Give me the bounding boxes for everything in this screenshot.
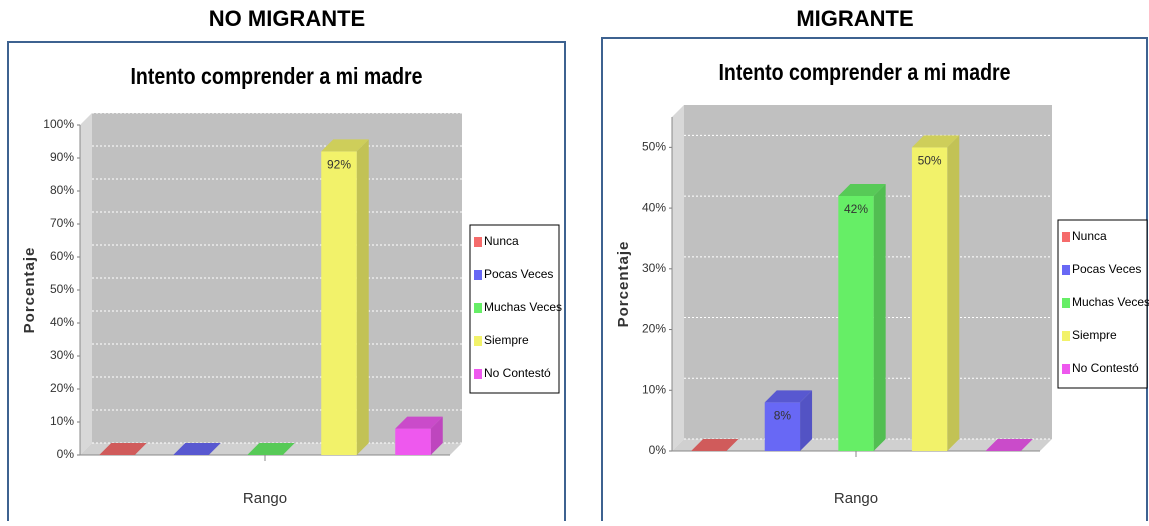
legend-label: Muchas Veces [484,300,562,314]
legend-swatch [474,303,482,313]
panel-header: MIGRANTE [796,6,913,31]
y-tick-label: 40% [50,315,74,329]
panel-header: NO MIGRANTE [209,6,365,31]
bar [764,402,801,451]
y-tick-label: 0% [649,443,667,457]
bar-top [985,439,1033,451]
legend-label: Nunca [484,234,519,248]
y-tick-label: 70% [50,216,74,230]
legend-label: Pocas Veces [1072,262,1141,276]
legend-swatch [1062,331,1070,341]
y-tick-label: 20% [642,322,666,336]
bar [911,147,948,451]
legend-swatch [474,369,482,379]
legend-label: No Contestó [1072,361,1139,375]
legend-swatch [1062,364,1070,374]
side-wall [672,105,684,451]
y-axis-label: Porcentaje [21,247,38,334]
bar-side [947,135,960,451]
y-axis-label: Porcentaje [615,241,632,328]
bar-top [173,443,221,455]
bar-top [764,390,813,403]
y-tick-label: 80% [50,183,74,197]
y-tick-label: 30% [642,261,666,275]
y-tick-label: 10% [50,414,74,428]
bar-side [356,139,369,455]
bar-top [691,439,739,451]
bar-top [838,183,886,196]
bar-side [430,416,443,455]
legend-box [1057,219,1148,389]
side-wall [80,113,92,455]
legend-label: No Contestó [484,366,551,380]
y-tick-label: 90% [50,150,74,164]
legend-swatch [1062,232,1070,242]
value-label: 50% [918,154,942,168]
bar [395,428,431,455]
y-tick-label: 30% [50,348,74,362]
y-tick-label: 0% [57,447,75,461]
value-label: 8% [774,409,792,423]
legend-swatch [474,270,482,280]
y-tick-label: 40% [642,200,666,214]
bar-top [99,443,147,455]
y-tick-label: 50% [50,282,74,296]
value-label: 92% [327,158,351,172]
bar-top [911,135,960,148]
x-axis-label: Rango [834,490,878,507]
legend-label: Pocas Veces [484,267,553,281]
bar-side [800,390,813,451]
y-tick-label: 50% [642,140,666,154]
bar-top [395,416,443,429]
chart-title: Intento comprender a mi madre [718,60,1010,86]
legend-label: Siempre [484,333,529,347]
bar [838,195,874,451]
value-label: 42% [844,202,868,216]
bar-top [247,443,295,455]
y-tick-label: 60% [50,249,74,263]
y-tick-label: 10% [642,382,666,396]
bar-top [321,139,369,152]
bar [321,151,357,455]
chart-title: Intento comprender a mi madre [130,64,422,90]
legend-swatch [474,336,482,346]
x-axis-label: Rango [243,490,287,507]
legend-swatch [474,237,482,247]
y-tick-label: 20% [50,381,74,395]
legend-label: Siempre [1072,328,1117,342]
legend-label: Nunca [1072,229,1107,243]
legend-swatch [1062,298,1070,308]
bar-side [873,183,886,452]
legend-swatch [1062,265,1070,275]
y-tick-label: 100% [43,117,74,131]
legend-box [469,224,560,394]
legend-label: Muchas Veces [1072,295,1149,309]
